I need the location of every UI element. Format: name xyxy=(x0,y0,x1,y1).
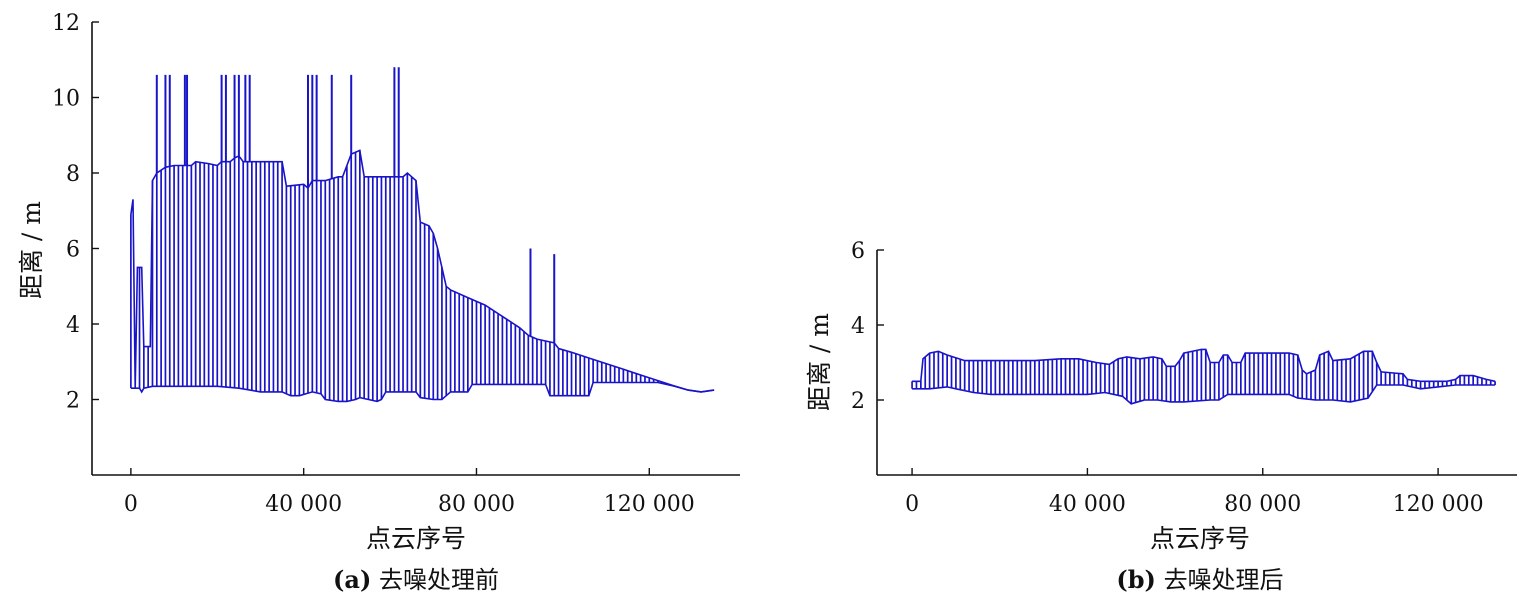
chart-b-y-ticks: 2 4 6 xyxy=(851,239,884,414)
lower-envelope xyxy=(130,381,715,403)
lower-envelope xyxy=(912,384,1496,405)
chart-a-xlabel: 点云序号 xyxy=(366,524,466,553)
chart-a-ylabel: 距离 / m xyxy=(17,201,46,299)
y-tick-label: 6 xyxy=(851,239,865,264)
chart-b-caption: (b) 去噪处理后 xyxy=(1116,565,1283,594)
chart-a-caption-label: (a) xyxy=(333,565,371,594)
upper-envelope xyxy=(130,149,715,393)
chart-a: 2 4 6 8 10 12 0 40 000 80 000 120 000 点云序号 距离 / … xyxy=(17,11,740,594)
y-tick-label: 8 xyxy=(66,162,80,187)
x-tick-label: 0 xyxy=(905,492,919,517)
x-tick-label: 40 000 xyxy=(265,492,342,517)
chart-b: 2 4 6 0 40 000 80 000 120 000 点云序号 距离 / m (b)… xyxy=(805,239,1517,594)
x-tick-label: 80 000 xyxy=(438,492,515,517)
x-tick-label: 0 xyxy=(124,492,138,517)
chart-a-x-ticks: 0 40 000 80 000 120 000 xyxy=(124,468,695,517)
chart-a-caption: (a) 去噪处理前 xyxy=(333,565,499,594)
chart-a-bars xyxy=(130,149,715,403)
y-tick-label: 2 xyxy=(66,389,80,414)
y-tick-label: 2 xyxy=(851,389,865,414)
chart-b-xlabel: 点云序号 xyxy=(1150,524,1250,553)
y-tick-label: 4 xyxy=(851,314,865,339)
chart-b-ylabel: 距离 / m xyxy=(805,313,834,411)
x-tick-label: 80 000 xyxy=(1224,492,1301,517)
y-tick-label: 12 xyxy=(52,11,80,36)
chart-b-caption-label: (b) xyxy=(1116,565,1156,594)
x-tick-label: 40 000 xyxy=(1049,492,1126,517)
chart-a-y-ticks: 2 4 6 8 10 12 xyxy=(52,11,99,414)
chart-b-x-ticks: 0 40 000 80 000 120 000 xyxy=(905,468,1484,517)
upper-envelope xyxy=(912,348,1496,383)
y-tick-label: 10 xyxy=(52,87,80,112)
x-tick-label: 120 000 xyxy=(604,492,695,517)
y-tick-label: 6 xyxy=(66,238,80,263)
y-tick-label: 4 xyxy=(66,313,80,338)
chart-a-spikes xyxy=(155,67,556,343)
chart-b-bars xyxy=(911,348,1496,405)
chart-a-caption-text: 去噪处理前 xyxy=(379,566,499,594)
chart-b-caption-text: 去噪处理后 xyxy=(1164,566,1284,594)
x-tick-label: 120 000 xyxy=(1393,492,1484,517)
